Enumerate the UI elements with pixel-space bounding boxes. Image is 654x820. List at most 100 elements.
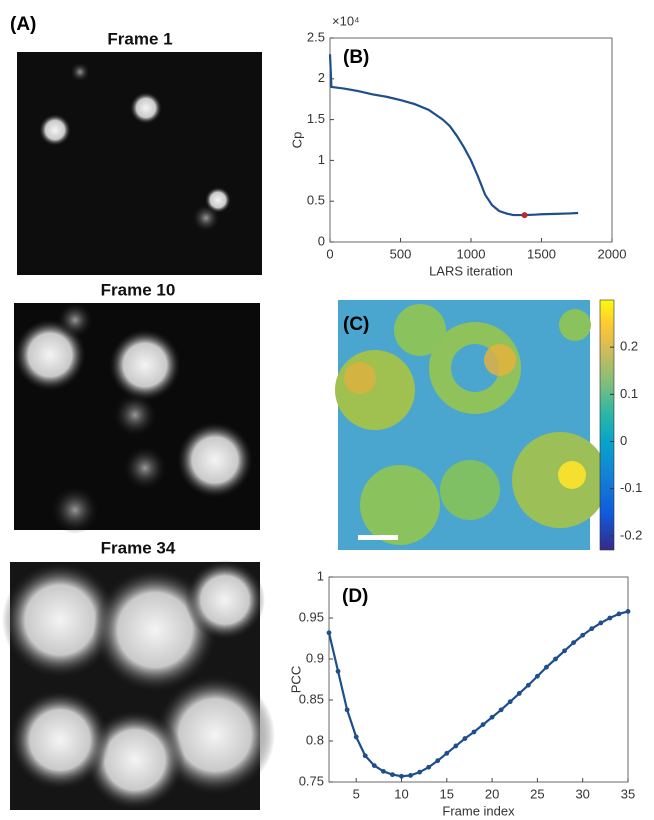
data-point: [345, 707, 350, 712]
cell-region: [344, 362, 376, 394]
x-tick-label: 1500: [527, 246, 556, 261]
data-point: [553, 657, 558, 662]
data-point: [481, 722, 486, 727]
data-point: [580, 633, 585, 638]
data-point: [444, 751, 449, 756]
colorbar-tick-label: 0.1: [620, 386, 638, 401]
frame-title: Frame 10: [101, 280, 176, 299]
y-tick-label: 1: [318, 152, 325, 167]
x-tick-label: 0: [326, 246, 333, 261]
x-tick-label: 30: [575, 786, 589, 801]
data-point: [508, 699, 513, 704]
spot: [109, 329, 181, 401]
data-point: [617, 612, 622, 617]
data-point: [589, 626, 594, 631]
x-tick-label: 20: [485, 786, 499, 801]
data-point: [426, 765, 431, 770]
panel-label: (B): [343, 47, 369, 68]
data-point: [435, 758, 440, 763]
x-tick-label: 500: [390, 246, 412, 261]
spot: [51, 486, 99, 534]
y-tick-label: 1: [317, 568, 324, 583]
data-point: [544, 665, 549, 670]
y-tick-label: 0: [318, 233, 325, 248]
cell-region: [394, 304, 446, 356]
x-axis-label: Frame index: [442, 803, 515, 818]
y-tick-label: 2: [318, 70, 325, 85]
axes-box: [329, 577, 628, 782]
y-tick-label: 0.9: [306, 650, 324, 665]
x-tick-label: 5: [353, 786, 360, 801]
colorbar-tick-label: -0.1: [620, 480, 642, 495]
y-tick-label: 1.5: [307, 111, 325, 126]
data-point: [562, 648, 567, 653]
data-point: [626, 609, 631, 614]
x-tick-label: 25: [530, 786, 544, 801]
colorbar: [600, 300, 614, 550]
data-point: [399, 774, 404, 779]
data-point: [463, 736, 468, 741]
y-tick-label: 0.75: [299, 773, 324, 788]
x-tick-label: 10: [394, 786, 408, 801]
spot: [177, 422, 253, 498]
y-tick-label: 0.8: [306, 732, 324, 747]
spot: [185, 560, 265, 640]
colorbar-tick-label: 0.2: [620, 339, 638, 354]
y-exponent: ×10⁴: [332, 13, 360, 28]
data-point: [417, 770, 422, 775]
colorbar-tick-label: -0.2: [620, 527, 642, 542]
data-point: [499, 707, 504, 712]
data-point: [607, 616, 612, 621]
data-point: [363, 753, 368, 758]
cell-region: [559, 309, 591, 341]
x-tick-label: 2000: [598, 246, 627, 261]
cell-region: [335, 350, 415, 430]
spot: [70, 62, 90, 82]
y-tick-label: 0.5: [307, 193, 325, 208]
x-tick-label: 15: [440, 786, 454, 801]
cell-region: [440, 460, 500, 520]
cell-region: [558, 461, 586, 489]
spot: [57, 302, 93, 338]
x-axis-label: LARS iteration: [429, 263, 513, 278]
y-tick-label: 2.5: [307, 29, 325, 44]
data-point: [354, 735, 359, 740]
y-tick-label: 0.95: [299, 609, 324, 624]
data-point: [472, 730, 477, 735]
scale-bar: [358, 535, 398, 540]
cell-region: [484, 344, 516, 376]
data-point: [517, 691, 522, 696]
x-tick-label: 1000: [457, 246, 486, 261]
x-tick-label: 35: [621, 786, 635, 801]
panel-label: (A): [10, 14, 36, 35]
data-point: [336, 669, 341, 674]
figure: (A) Frame 1 Frame 10 Frame 34 (C) 050010…: [0, 0, 654, 820]
panel-label: (D): [342, 586, 368, 607]
data-point: [390, 772, 395, 777]
highlight-point: [522, 212, 528, 218]
data-point: [490, 715, 495, 720]
frame-image: [17, 52, 262, 275]
frame-title: Frame 1: [107, 29, 172, 48]
heatmap: [335, 300, 614, 550]
cell-region: [360, 465, 440, 545]
panel-label: (C): [343, 314, 369, 335]
spot: [123, 446, 167, 490]
data-point: [526, 683, 531, 688]
axes-box: [330, 38, 612, 242]
spot: [39, 114, 71, 146]
y-axis-label: PCC: [288, 666, 303, 693]
data-point: [535, 674, 540, 679]
data-point: [571, 640, 576, 645]
frame-images: [2, 52, 275, 810]
data-point: [453, 744, 458, 749]
spot: [10, 690, 110, 790]
spot: [130, 92, 162, 124]
data-point: [408, 773, 413, 778]
data-point: [598, 621, 603, 626]
data-point: [381, 769, 386, 774]
spot: [192, 204, 220, 232]
y-axis-label: Cp: [289, 132, 304, 149]
data-point: [372, 763, 377, 768]
frame-title: Frame 34: [101, 538, 176, 557]
